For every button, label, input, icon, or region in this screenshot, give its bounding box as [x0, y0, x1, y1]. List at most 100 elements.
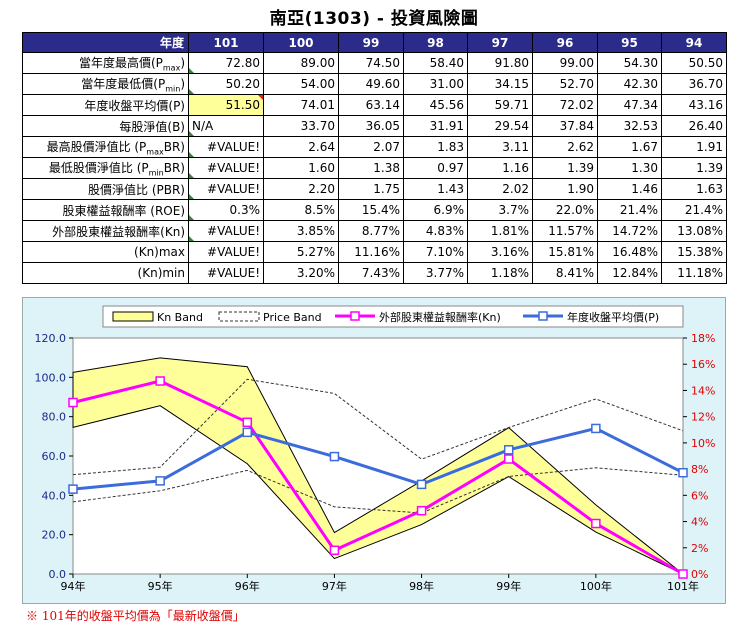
series-point-0: [69, 399, 77, 407]
series-point-0: [243, 418, 251, 426]
cell-marker: [189, 152, 194, 157]
x-tick-label: 94年: [61, 579, 86, 593]
y-right-tick-label: 18%: [691, 332, 715, 345]
cell-98: 0.97: [404, 158, 468, 179]
x-tick-label: 99年: [496, 579, 521, 593]
cell-97: 3.7%: [468, 200, 533, 221]
cell-98: 58.40: [404, 53, 468, 74]
cell-98: 1.43: [404, 179, 468, 200]
cell-95: 1.67: [598, 137, 662, 158]
row-label: 最高股價淨值比 (PmaxBR): [23, 137, 189, 158]
legend-label: Price Band: [263, 311, 322, 324]
legend-swatch-kn-band: [113, 312, 153, 321]
cell-100: 8.5%: [264, 200, 339, 221]
cell-101: 50.20: [189, 74, 264, 95]
cell-97: 59.71: [468, 95, 533, 116]
cell-97: 3.11: [468, 137, 533, 158]
footnote: ※ 101年的收盤平均價為「最新收盤價」: [26, 607, 245, 624]
cell-94: 1.63: [662, 179, 727, 200]
cell-97: 1.18%: [468, 263, 533, 284]
cell-marker: [189, 194, 194, 199]
y-right-tick-label: 2%: [691, 542, 708, 555]
cell-97: 29.54: [468, 116, 533, 137]
cell-96: 37.84: [533, 116, 598, 137]
table-row: 每股淨值(B) N/A 33.70 36.05 31.91 29.54 37.84 32.53…: [23, 116, 727, 137]
header-year-94: 94: [662, 33, 727, 53]
x-tick-label: 95年: [148, 579, 173, 593]
cell-marker: [189, 215, 194, 220]
cell-96: 1.90: [533, 179, 598, 200]
series-point-1: [156, 477, 164, 485]
cell-95: 54.30: [598, 53, 662, 74]
cell-99: 74.50: [339, 53, 404, 74]
y-right-tick-label: 14%: [691, 384, 715, 397]
cell-98: 31.91: [404, 116, 468, 137]
cell-97: 3.16%: [468, 242, 533, 263]
cell-94: 11.18%: [662, 263, 727, 284]
series-point-1: [418, 480, 426, 488]
cell-97: 2.02: [468, 179, 533, 200]
row-label: 當年度最低價(Pmin): [23, 74, 189, 95]
header-year-96: 96: [533, 33, 598, 53]
cell-99: 8.77%: [339, 221, 404, 242]
cell-100: 3.20%: [264, 263, 339, 284]
cell-97: 91.80: [468, 53, 533, 74]
cell-94: 13.08%: [662, 221, 727, 242]
legend-label: 年度收盤平均價(P): [567, 310, 659, 324]
series-point-0: [679, 570, 687, 578]
series-point-1: [679, 469, 687, 477]
cell-101: 72.80: [189, 53, 264, 74]
cell-95: 47.34: [598, 95, 662, 116]
cell-95: 21.4%: [598, 200, 662, 221]
header-year-97: 97: [468, 33, 533, 53]
chart-panel: 0.0 20.0 40.0 60.0 80.0 100.0 120.0 0% 2% 4% 6% 8% 1…: [22, 297, 726, 604]
cell-95: 42.30: [598, 74, 662, 95]
table-row: (Kn)min #VALUE! 3.20% 7.43% 3.77% 1.18% 8.41% 1…: [23, 263, 727, 284]
cell-98: 31.00: [404, 74, 468, 95]
cell-94: 26.40: [662, 116, 727, 137]
series-point-0: [156, 377, 164, 385]
cell-97: 1.81%: [468, 221, 533, 242]
y-left-tick-label: 40.0: [42, 489, 67, 502]
cell-98: 3.77%: [404, 263, 468, 284]
y-right-tick-label: 16%: [691, 358, 715, 371]
cell-94: 50.50: [662, 53, 727, 74]
cell-101: #VALUE!: [189, 263, 264, 284]
header-year-99: 99: [339, 33, 404, 53]
cell-97: 1.16: [468, 158, 533, 179]
cell-99: 36.05: [339, 116, 404, 137]
cell-100: 89.00: [264, 53, 339, 74]
series-point-1: [69, 485, 77, 493]
cell-marker: [189, 89, 194, 94]
series-point-0: [592, 520, 600, 528]
cell-97: 34.15: [468, 74, 533, 95]
cell-96: 72.02: [533, 95, 598, 116]
cell-98: 45.56: [404, 95, 468, 116]
legend-label: 外部股東權益報酬率(Kn): [379, 310, 501, 324]
cell-99: 1.38: [339, 158, 404, 179]
table-row: 最高股價淨值比 (PmaxBR) #VALUE! 2.64 2.07 1.83 3.11 2…: [23, 137, 727, 158]
cell-94: 36.70: [662, 74, 727, 95]
cell-101: 0.3%: [189, 200, 264, 221]
cell-96: 52.70: [533, 74, 598, 95]
y-right-tick-label: 6%: [691, 489, 708, 502]
row-label: 當年度最高價(Pmax): [23, 53, 189, 74]
row-label: 最低股價淨值比 (PminBR): [23, 158, 189, 179]
y-left-tick-label: 20.0: [42, 529, 67, 542]
x-tick-label: 98年: [409, 579, 434, 593]
y-right-tick-label: 12%: [691, 411, 715, 424]
cell-99: 2.07: [339, 137, 404, 158]
cell-96: 11.57%: [533, 221, 598, 242]
cell-marker: [189, 173, 194, 178]
y-right-tick-label: 4%: [691, 516, 708, 529]
table-row: 當年度最高價(Pmax) 72.80 89.00 74.50 58.40 91.80 99.…: [23, 53, 727, 74]
header-year-101: 101: [189, 33, 264, 53]
table-row: 最低股價淨值比 (PminBR) #VALUE! 1.60 1.38 0.97 1.16 1…: [23, 158, 727, 179]
cell-99: 63.14: [339, 95, 404, 116]
header-year-95: 95: [598, 33, 662, 53]
row-label: 每股淨值(B): [23, 116, 189, 137]
legend-swatch-p-marker: [539, 312, 547, 320]
x-tick-label: 100年: [580, 579, 612, 593]
cell-96: 1.39: [533, 158, 598, 179]
y-right-tick-label: 10%: [691, 437, 715, 450]
